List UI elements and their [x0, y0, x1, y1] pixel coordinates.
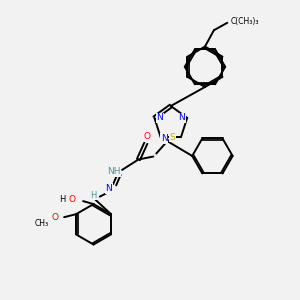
Text: S: S [170, 133, 176, 142]
Text: H: H [59, 195, 65, 204]
Text: N: N [156, 113, 163, 122]
Text: O: O [144, 132, 151, 141]
Text: N: N [105, 184, 112, 193]
Text: O: O [69, 195, 76, 204]
Text: C(CH₃)₃: C(CH₃)₃ [230, 17, 259, 26]
Text: H: H [90, 191, 96, 200]
Text: CH₃: CH₃ [35, 219, 49, 228]
Text: NH: NH [107, 167, 121, 176]
Text: N: N [178, 113, 185, 122]
Text: N: N [161, 134, 168, 143]
Text: O: O [52, 213, 59, 222]
